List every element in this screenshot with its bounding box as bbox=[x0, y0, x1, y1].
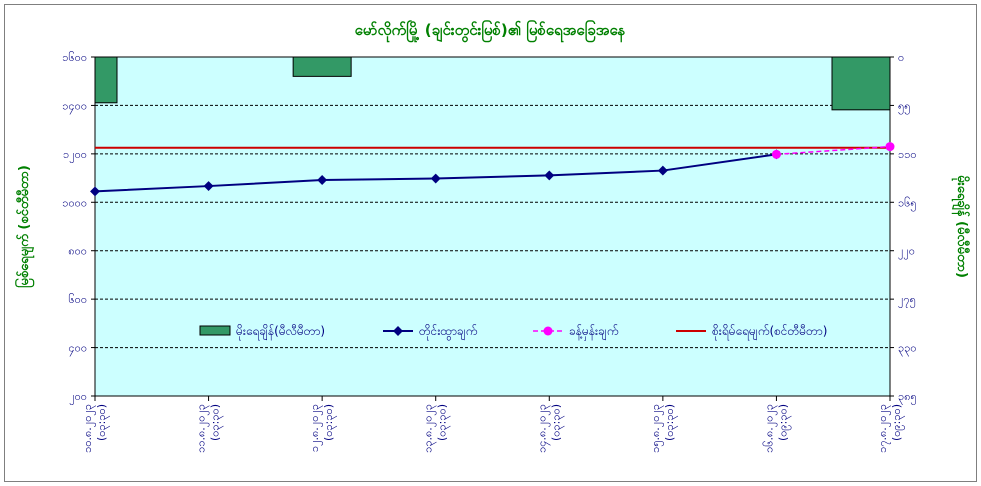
gridlines bbox=[95, 104, 890, 349]
y-right-tick-label: ၂၂၀ bbox=[898, 245, 915, 260]
measured-point bbox=[90, 186, 100, 197]
y-right-tick-label: ၃၈၅ bbox=[898, 390, 917, 405]
x-tick-time: (၀၃:၃၀) bbox=[549, 404, 564, 441]
rainfall-bars bbox=[94, 56, 891, 111]
x-tick-time: (၀၉:၃၀) bbox=[890, 404, 905, 441]
legend-label: တိုင်းထွာချက် bbox=[419, 323, 477, 341]
x-tick-date: ၁၆.၈.၂၀၂၃ bbox=[762, 404, 777, 453]
x-tick-date: ၁၃.၈.၂၀၂၃ bbox=[422, 404, 437, 453]
y-left-tick-label: ၁၄၀၀ bbox=[62, 99, 87, 114]
x-tick-time: (၀၃:၃၀) bbox=[209, 404, 224, 441]
legend-label: စိုးရိမ်ရေမျက်(စင်တီမီတာ) bbox=[712, 323, 827, 341]
x-tick-time: (၀၃:၃၀) bbox=[436, 404, 451, 441]
forecast-line bbox=[776, 145, 891, 156]
forecast-point bbox=[771, 149, 781, 159]
y-left-tick-label: ၁၀၀၀ bbox=[62, 196, 87, 209]
y-left-tick-label: ၁၂၀၀ bbox=[63, 148, 87, 163]
legend-marker-measured bbox=[393, 326, 403, 336]
x-tick-time: (၀၃:၃၀) bbox=[95, 404, 110, 441]
forecast-point bbox=[885, 142, 895, 152]
measured-point bbox=[203, 181, 214, 192]
x-tick-date: ၁၄.၈.၂၀၂၃ bbox=[535, 404, 550, 453]
y-left-ticks: ၂၀၀ ၄၀၀ ၆၀၀ ၈၀၀ ၁၀၀၀ ၁၂၀၀ ၁၄၀၀ ၁၆၀၀ bbox=[62, 51, 95, 405]
x-tick-time: (၀၃:၃၀) bbox=[663, 404, 678, 441]
x-ticks: ၁၀.၈.၂၀၂၃ (၀၃:၃၀) ၁၁.၈.၂၀၂၃ (၀၃:၃၀) ၁၂.၈.၂၀၂… bbox=[81, 396, 905, 453]
rainfall-bar bbox=[94, 56, 118, 104]
y-right-tick-label: ၂၇၅ bbox=[898, 293, 916, 308]
plot-area bbox=[94, 56, 891, 397]
legend-label: ခန့်မှန်းချက် bbox=[569, 323, 618, 341]
rainfall-bar bbox=[831, 56, 891, 111]
y-right-tick-label: ၁၆၅ bbox=[898, 196, 917, 211]
x-tick-date: ၁၂.၈.၂၀၂၃ bbox=[308, 404, 323, 452]
chart-title: မော်လိုက်မြို့ (ချင်းတွင်းမြစ်)၏ မြစ်ရေအ… bbox=[355, 19, 626, 43]
y-left-tick-label: ၆၀၀ bbox=[68, 293, 87, 306]
measured-point bbox=[544, 170, 555, 181]
x-tick-date: ၁၅.၈.၂၀၂၃ bbox=[649, 404, 664, 453]
legend-label: မိုးရေချိန်(မီလီမီတာ) bbox=[236, 323, 325, 341]
measured-point bbox=[657, 165, 668, 176]
legend-marker-forecast bbox=[543, 326, 553, 336]
y-right-tick-label: ၀ bbox=[898, 51, 904, 64]
y-right-axis-label: မိုးရေချိန် (မီလီမီတာ) bbox=[951, 175, 971, 278]
legend-swatch-rainfall bbox=[199, 325, 231, 336]
y-left-axis-label: မြစ်ရေမျက် (စင်တီမီတာ) bbox=[14, 165, 35, 288]
x-tick-date: ၁၀.၈.၂၀၂၃ bbox=[81, 404, 96, 453]
y-left-tick-label: ၄၀၀ bbox=[68, 342, 87, 357]
y-right-tick-label: ၅၅ bbox=[898, 99, 910, 114]
measured-point bbox=[317, 175, 328, 185]
measured-point bbox=[430, 173, 441, 184]
y-left-tick-label: ၈၀၀ bbox=[68, 245, 87, 258]
y-right-tick-label: ၃၃၀ bbox=[898, 342, 917, 357]
y-left-tick-label: ၂၀၀ bbox=[69, 390, 87, 405]
y-left-tick-label: ၁၆၀၀ bbox=[62, 51, 87, 64]
legend: မိုးရေချိန်(မီလီမီတာ) တိုင်းထွာချက် ခန့်မှ… bbox=[199, 323, 827, 341]
rainfall-bar bbox=[292, 56, 352, 77]
x-tick-date: ၁၇.၈.၂၀၂၃ bbox=[876, 404, 891, 453]
x-tick-time: (၀၃:၃၀) bbox=[322, 404, 337, 441]
lines bbox=[90, 142, 895, 197]
x-tick-date: ၁၁.၈.၂၀၂၃ bbox=[195, 404, 210, 453]
x-tick-time: (၀၉:၃၀) bbox=[776, 404, 791, 441]
y-right-tick-label: ၁၁၀ bbox=[898, 148, 917, 161]
